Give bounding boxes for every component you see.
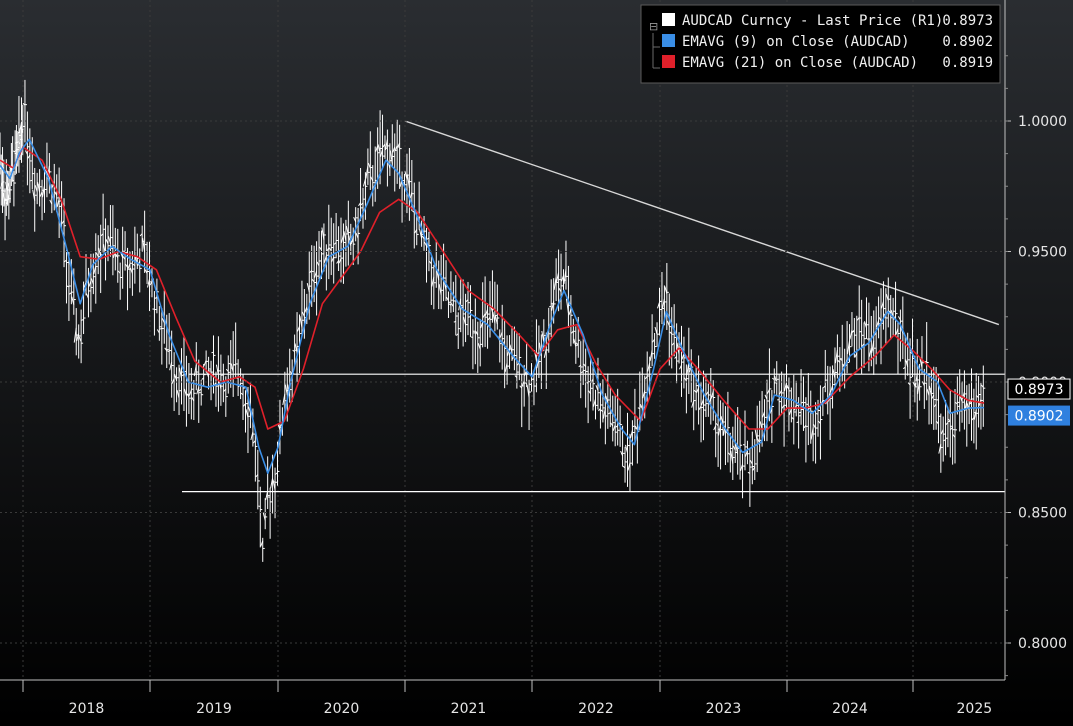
price-bar-open bbox=[468, 317, 470, 318]
y-tick-label: 0.8500 bbox=[1018, 506, 1067, 522]
price-bar-open bbox=[212, 352, 214, 353]
y-tick-label: 0.9500 bbox=[1018, 245, 1067, 261]
legend-collapse-icon: ⊟ bbox=[649, 20, 658, 33]
legend-item: EMAVG (21) on Close (AUDCAD) 0.8919 bbox=[662, 55, 993, 71]
ema9-badge: 0.8902 bbox=[1008, 406, 1070, 426]
x-tick-label: 2023 bbox=[706, 701, 742, 717]
price-badge: 0.8973 bbox=[1008, 379, 1070, 399]
price-bar-open bbox=[633, 426, 635, 427]
legend-value: 0.8919 bbox=[942, 55, 993, 71]
price-bar-open bbox=[660, 301, 662, 302]
price-bar-open bbox=[30, 180, 32, 181]
legend-label: AUDCAD Curncy - Last Price (R1) bbox=[682, 13, 943, 29]
price-bar-open bbox=[549, 306, 551, 307]
y-tick-label: 1.0000 bbox=[1018, 114, 1067, 130]
legend-value: 0.8973 bbox=[942, 13, 993, 29]
x-tick-label: 2018 bbox=[69, 701, 105, 717]
x-tick-label: 2020 bbox=[324, 701, 360, 717]
x-tick-label: 2025 bbox=[957, 701, 993, 717]
legend-value: 0.8902 bbox=[942, 34, 993, 50]
legend: ⊟ AUDCAD Curncy - Last Price (R1)0.8973 EM… bbox=[641, 5, 1000, 83]
legend-swatch bbox=[662, 13, 675, 26]
legend-label: EMAVG (21) on Close (AUDCAD) bbox=[682, 55, 918, 71]
legend-swatch bbox=[662, 34, 675, 47]
ema9-badge-value: 0.8902 bbox=[1015, 409, 1064, 425]
y-tick-label: 0.8000 bbox=[1018, 636, 1067, 652]
x-tick-label: 2021 bbox=[451, 701, 487, 717]
price-badge-value: 0.8973 bbox=[1015, 382, 1064, 398]
x-tick-label: 2019 bbox=[196, 701, 232, 717]
x-tick-label: 2024 bbox=[832, 701, 868, 717]
price-bar-open bbox=[12, 180, 14, 181]
legend-swatch bbox=[662, 55, 675, 68]
x-tick-label: 2022 bbox=[578, 701, 614, 717]
price-bar-open bbox=[816, 414, 818, 415]
legend-item: AUDCAD Curncy - Last Price (R1)0.8973 bbox=[662, 13, 993, 29]
legend-item: EMAVG (9) on Close (AUDCAD) 0.8902 bbox=[662, 34, 993, 50]
legend-label: EMAVG (9) on Close (AUDCAD) bbox=[682, 34, 910, 50]
